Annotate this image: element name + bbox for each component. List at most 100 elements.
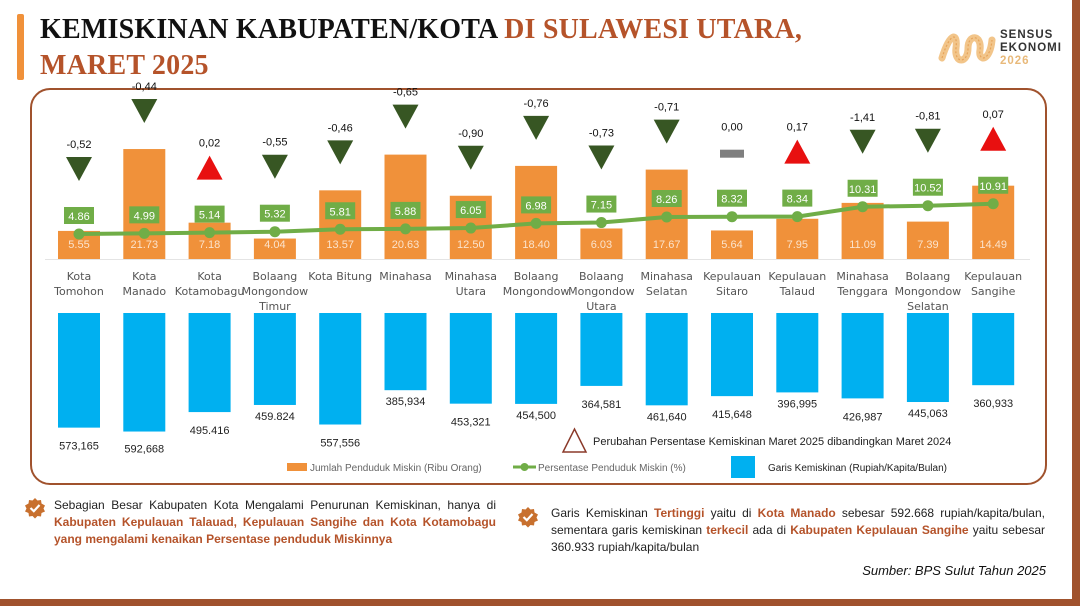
- point-label-persentase: 7.15: [591, 200, 612, 212]
- bar-label-garis: 445,063: [908, 408, 948, 420]
- change-label: -0,55: [262, 137, 287, 149]
- category-label: Mongondow: [242, 285, 309, 298]
- legend-triangle-icon: [561, 427, 588, 453]
- down-triangle-icon: [588, 145, 615, 170]
- bar-label-garis: 461,640: [647, 411, 687, 423]
- bar-label-jumlah: 21.73: [131, 239, 159, 251]
- change-label: 0,02: [199, 138, 220, 150]
- point-persentase: [922, 200, 934, 212]
- point-label-persentase: 6.05: [460, 205, 481, 217]
- bar-label-garis: 385,934: [386, 396, 426, 408]
- point-label-persentase: 8.34: [787, 194, 808, 206]
- point-persentase: [595, 217, 607, 229]
- bar-label-jumlah: 14.49: [979, 239, 1007, 251]
- category-label: Utara: [456, 285, 486, 298]
- frame-right-strip: [1072, 0, 1080, 606]
- down-triangle-icon: [849, 129, 876, 154]
- logo-text: SENSUS EKONOMI 2026: [1000, 29, 1062, 68]
- bar-label-garis: 364,581: [582, 399, 622, 411]
- chart-panel: [30, 88, 1047, 485]
- change-label: -1,41: [850, 112, 875, 124]
- note-left: Sebagian Besar Kabupaten Kota Mengalami …: [54, 497, 496, 548]
- bar-label-garis: 557,556: [320, 438, 360, 450]
- point-persentase: [204, 227, 216, 239]
- sensus-ekonomi-logo: SENSUS EKONOMI 2026: [938, 26, 1061, 70]
- category-label: Kepulauan: [964, 270, 1022, 283]
- label-box-persentase: [325, 202, 356, 220]
- note-right-highlight: Kabupaten Kepulauan Sangihe: [790, 523, 969, 537]
- down-triangle-icon: [653, 119, 680, 144]
- category-label: Minahasa: [445, 270, 497, 283]
- category-label: Kotamobagu: [175, 285, 245, 298]
- up-triangle-icon: [980, 126, 1007, 151]
- note-left-highlight: Kabupaten Kepulauan Talauad, Kepulauan S…: [54, 515, 496, 546]
- change-label: -0,65: [393, 87, 418, 99]
- down-triangle-icon: [66, 157, 92, 181]
- label-box-persentase: [912, 178, 943, 196]
- label-box-persentase: [521, 196, 552, 214]
- change-label: 0,07: [982, 109, 1003, 121]
- bar-jumlah-miskin: [253, 238, 296, 259]
- bar-jumlah-miskin: [580, 228, 623, 259]
- category-label: Mongondow: [895, 285, 962, 298]
- frame-bottom-strip: [0, 599, 1080, 606]
- change-label: 0,17: [787, 122, 808, 134]
- bar-label-garis: 459.824: [255, 411, 295, 423]
- point-persentase: [987, 198, 999, 210]
- label-box-persentase: [194, 205, 225, 223]
- label-box-persentase: [64, 207, 94, 224]
- bar-label-jumlah: 6.03: [591, 239, 612, 251]
- category-label: Utara: [586, 300, 616, 313]
- bar-label-jumlah: 7.39: [917, 239, 938, 251]
- point-label-persentase: 4.86: [68, 211, 89, 223]
- bar-label-garis: 495.416: [190, 425, 230, 437]
- label-box-persentase: [259, 204, 290, 222]
- bar-label-garis: 415,648: [712, 409, 752, 421]
- point-label-persentase: 10.52: [914, 183, 942, 195]
- bar-label-garis: 426,987: [843, 411, 883, 423]
- logo-mark-icon: [938, 33, 996, 64]
- bar-label-jumlah: 20.63: [392, 239, 420, 251]
- legend-orange-label: Jumlah Penduduk Miskin (Ribu Orang): [310, 463, 482, 474]
- bar-garis-kemiskinan: [711, 313, 753, 397]
- change-label: -0,76: [524, 98, 549, 110]
- note-right-highlight: Tertinggi: [654, 506, 705, 520]
- bar-label-jumlah: 7.95: [787, 239, 808, 251]
- label-box-persentase: [651, 190, 682, 207]
- up-triangle-icon: [196, 155, 223, 180]
- bar-label-jumlah: 5.64: [721, 239, 742, 251]
- category-label: Kepulauan: [703, 270, 761, 283]
- down-triangle-icon: [327, 140, 354, 165]
- bar-label-garis: 573,165: [59, 441, 99, 453]
- down-triangle-icon: [392, 104, 419, 129]
- down-triangle-icon: [457, 145, 484, 170]
- point-persentase: [857, 201, 869, 213]
- category-label: Tenggara: [836, 285, 888, 298]
- note-right: Garis Kemiskinan Tertinggi yaitu di Kota…: [551, 505, 1045, 556]
- category-label: Kota Bitung: [308, 270, 372, 283]
- category-label: Minahasa: [640, 270, 692, 283]
- category-label: Bolaang: [906, 270, 951, 283]
- legend-green-point: [520, 463, 529, 471]
- note-right-highlight: terkecil: [706, 523, 749, 537]
- label-box-persentase: [129, 206, 160, 224]
- bar-garis-kemiskinan: [972, 313, 1015, 386]
- point-persentase: [726, 211, 738, 223]
- label-box-persentase: [847, 179, 878, 197]
- bar-garis-kemiskinan: [449, 313, 492, 404]
- legend-blue-label: Garis Kemiskinan (Rupiah/Kapita/Bulan): [768, 463, 947, 474]
- label-box-persentase: [455, 201, 486, 219]
- label-box-persentase: [390, 201, 421, 219]
- legend-triangle-label: Perubahan Persentase Kemiskinan Maret 20…: [593, 436, 951, 448]
- note-right-text: ada di: [748, 523, 791, 537]
- category-label: Bolaang: [579, 270, 624, 283]
- title-line2: MARET 2025: [40, 50, 209, 81]
- legend-green-label: Persentase Penduduk Miskin (%): [538, 463, 686, 474]
- category-label: Kota: [132, 270, 156, 283]
- note-right-highlight: Kota Manado: [757, 506, 836, 520]
- bar-label-jumlah: 17.67: [653, 239, 681, 251]
- bar-label-jumlah: 5.55: [68, 239, 89, 251]
- point-label-persentase: 5.81: [329, 206, 350, 218]
- category-label: Bolaang: [514, 270, 559, 283]
- note-right-text: yaitu di: [704, 506, 758, 520]
